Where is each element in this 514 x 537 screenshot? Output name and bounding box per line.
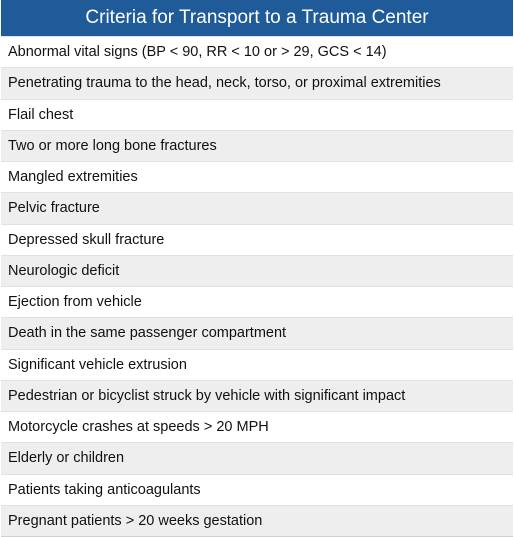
table-row: Two or more long bone fractures	[1, 129, 513, 161]
table-row: Penetrating trauma to the head, neck, to…	[1, 67, 513, 99]
table-row: Pedestrian or bicyclist struck by vehicl…	[1, 379, 513, 411]
table-row: Elderly or children	[1, 442, 513, 474]
criteria-list: Abnormal vital signs (BP < 90, RR < 10 o…	[1, 36, 513, 536]
table-row: Pelvic fracture	[1, 192, 513, 224]
table-row: Patients taking anticoagulants	[1, 473, 513, 505]
table-row: Significant vehicle extrusion	[1, 348, 513, 380]
table-title: Criteria for Transport to a Trauma Cente…	[1, 0, 513, 36]
table-row: Flail chest	[1, 98, 513, 130]
table-row: Depressed skull fracture	[1, 223, 513, 255]
table-row: Neurologic deficit	[1, 254, 513, 286]
table-row: Ejection from vehicle	[1, 286, 513, 318]
table-row: Mangled extremities	[1, 161, 513, 193]
table-row: Pregnant patients > 20 weeks gestation	[1, 504, 513, 536]
table-row: Motorcycle crashes at speeds > 20 MPH	[1, 411, 513, 443]
table-row: Death in the same passenger compartment	[1, 317, 513, 349]
table-row: Abnormal vital signs (BP < 90, RR < 10 o…	[1, 36, 513, 68]
